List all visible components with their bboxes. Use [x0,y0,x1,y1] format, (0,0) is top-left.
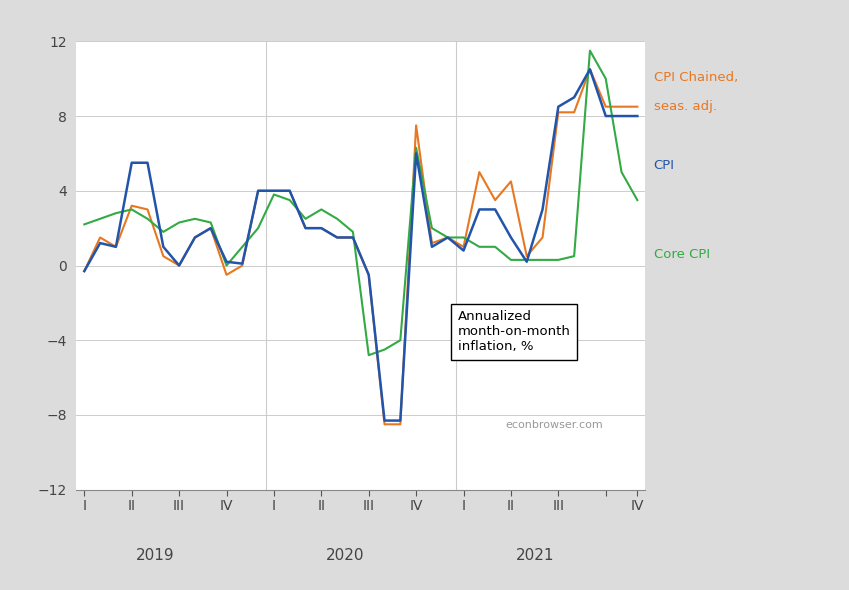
Text: econbrowser.com: econbrowser.com [505,420,603,430]
Text: CPI: CPI [654,159,675,172]
Text: Core CPI: Core CPI [654,248,710,261]
Text: CPI Chained,: CPI Chained, [654,71,738,84]
Text: seas. adj.: seas. adj. [654,100,717,113]
Text: 2019: 2019 [136,549,175,563]
Text: 2021: 2021 [515,549,554,563]
Text: Annualized
month-on-month
inflation, %: Annualized month-on-month inflation, % [458,310,571,353]
Text: 2020: 2020 [326,549,364,563]
